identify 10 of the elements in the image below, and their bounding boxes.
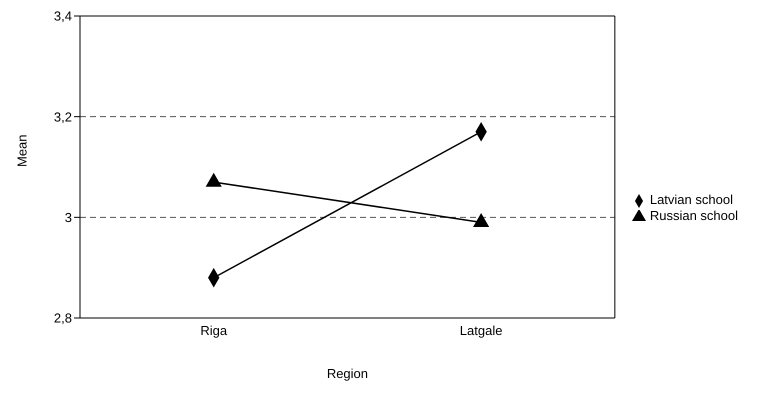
y-tick-label: 3 xyxy=(64,210,72,225)
legend-label: Russian school xyxy=(650,208,738,223)
y-tick-label: 3,4 xyxy=(54,8,72,24)
y-axis-title: Mean xyxy=(14,134,30,167)
y-tick-label: 3,2 xyxy=(54,109,72,124)
x-axis-title: Region xyxy=(326,366,368,381)
legend-label: Latvian school xyxy=(650,192,733,208)
y-tick-label: 2,8 xyxy=(54,310,72,326)
x-tick-label: Riga xyxy=(200,323,228,338)
x-tick-label: Latgale xyxy=(460,323,502,338)
